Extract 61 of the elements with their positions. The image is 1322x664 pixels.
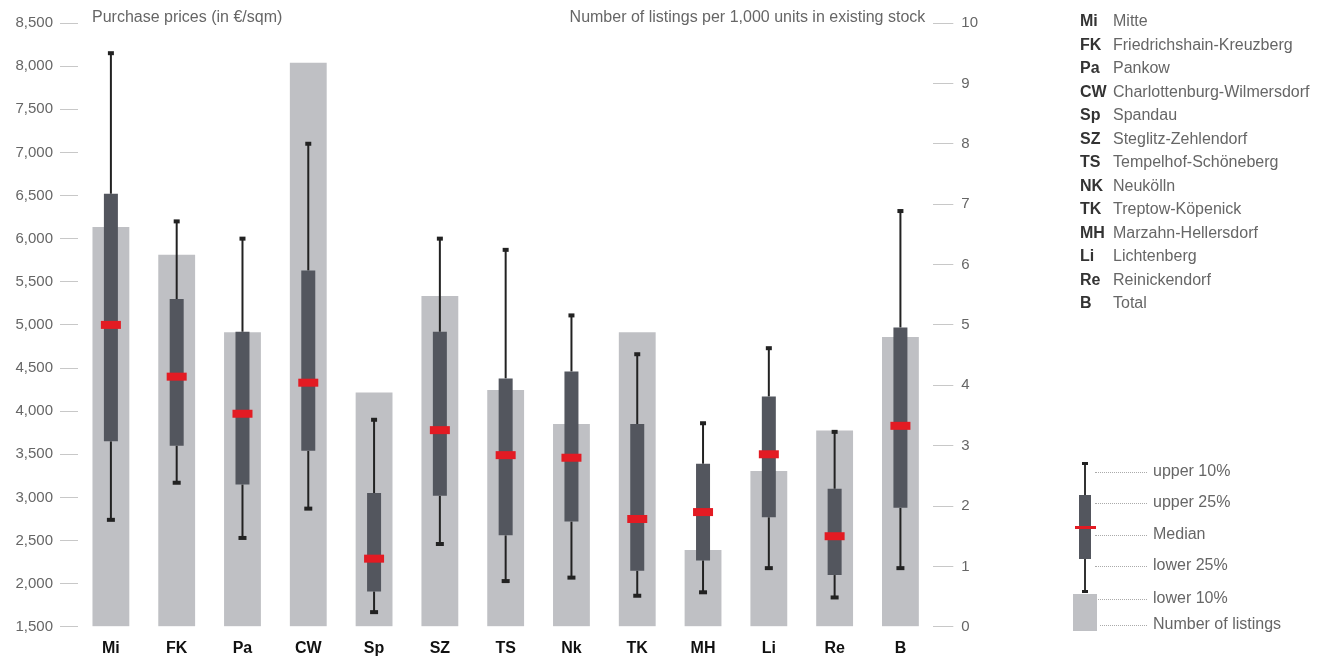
x-tick-label: FK [166, 638, 188, 656]
text: upper 25% [1153, 493, 1231, 511]
y-tick-label: 8,500 [15, 13, 53, 31]
y-tick-label: 6,500 [15, 185, 53, 203]
x-tick-label: TK [626, 638, 649, 656]
y-tick-label: 7,000 [15, 142, 53, 160]
bar [684, 550, 722, 627]
y2-tick-label: 8 [961, 133, 970, 151]
text: upper 10% [1153, 462, 1231, 480]
y-tick-label: 4,000 [15, 401, 53, 419]
x-tick-label: Nk [561, 638, 582, 656]
y-tick-label: 5,500 [15, 271, 53, 289]
text: SZ Steglitz-Zehlendorf [1080, 129, 1249, 149]
y-tick-label: 4,500 [15, 358, 53, 376]
y2-tick-label: 1 [961, 556, 970, 574]
text: Median [1153, 525, 1206, 543]
text: MH Marzahn-Hellersdorf [1080, 223, 1259, 243]
y-tick-label: 3,500 [15, 444, 53, 462]
x-tick-label: B [894, 638, 907, 656]
text: lower 25% [1153, 556, 1228, 574]
y2-tick-label: 7 [961, 194, 970, 212]
text: CW Charlottenburg-Wilmersdorf [1080, 82, 1310, 102]
y-tick-label: 2,000 [15, 573, 53, 591]
y-tick-label: 2,500 [15, 530, 53, 548]
text: Li Lichtenberg [1080, 247, 1198, 266]
y-tick-label: 7,500 [15, 99, 53, 117]
y-tick-label: 6,000 [15, 228, 53, 246]
text: TK Treptow-Köpenick [1080, 200, 1243, 219]
x-tick-label: Pa [232, 638, 253, 656]
text: lower 10% [1153, 589, 1228, 607]
y2-tick-label: 9 [961, 73, 970, 91]
y2-axis-title: Number of listings per 1,000 units in existing stock [569, 8, 927, 26]
y2-tick-label: 5 [961, 315, 970, 333]
y2-tick-label: 3 [961, 435, 970, 453]
y-tick-label: 5,000 [15, 315, 53, 333]
text: B Total [1080, 294, 1147, 311]
x-tick-label: Li [761, 638, 776, 656]
x-tick-label: CW [294, 638, 323, 656]
y-tick-label: 1,500 [15, 616, 53, 634]
text: FK Friedrichshain-Kreuzberg [1080, 35, 1294, 55]
y2-tick-label: 0 [961, 616, 970, 634]
text: Number of listings [1153, 615, 1282, 633]
x-tick-label: Mi [102, 638, 120, 656]
y-tick-label: 8,000 [15, 56, 53, 74]
text: NK Neukölln [1080, 176, 1177, 196]
y2-tick-label: 6 [961, 254, 970, 272]
text: TS Tempelhof-Schöneberg [1080, 153, 1280, 172]
x-tick-label: TS [495, 638, 517, 656]
x-tick-label: MH [690, 638, 716, 656]
x-tick-label: Sp [363, 638, 385, 656]
text: Sp Spandau [1080, 106, 1179, 125]
x-tick-label: SZ [429, 638, 451, 656]
y2-tick-label: 10 [961, 13, 978, 31]
y2-tick-label: 2 [961, 496, 970, 514]
text: Re Reinickendorf [1080, 270, 1212, 290]
y2-tick-label: 4 [961, 375, 970, 393]
text: Mi Mitte [1080, 12, 1149, 31]
x-tick-label: Re [824, 638, 845, 656]
y-axis-title: Purchase prices (in €/sqm) [92, 8, 283, 26]
text: Pa Pankow [1080, 59, 1171, 78]
y-tick-label: 3,000 [15, 487, 53, 505]
